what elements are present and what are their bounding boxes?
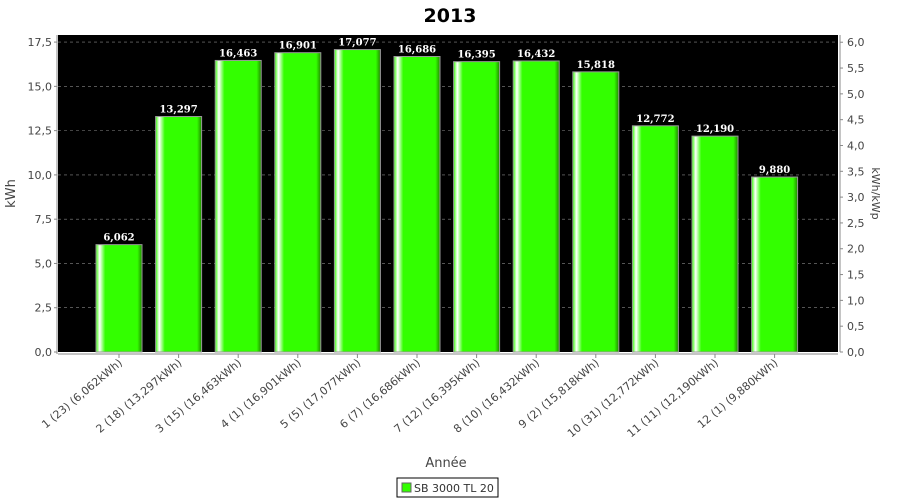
y2-tick-label: 4,5 (847, 114, 865, 127)
y-tick-label: 5,0 (35, 257, 53, 270)
bar (453, 61, 501, 353)
y2-tick-label: 5,5 (847, 62, 865, 75)
bar (751, 176, 799, 353)
data-label: 16,901 (279, 41, 317, 52)
data-label: 16,395 (457, 50, 495, 61)
y2-tick-label: 0,0 (847, 346, 865, 359)
y-tick-label: 15,0 (28, 80, 53, 93)
y2-tick-label: 6,0 (847, 36, 865, 49)
bar (393, 55, 441, 353)
y2-axis-label: kWh/kWp (869, 167, 882, 219)
bar (333, 49, 381, 353)
chart-title: 2013 (424, 5, 477, 27)
legend-swatch (401, 482, 412, 493)
y2-tick-label: 5,0 (847, 88, 865, 101)
data-label: 12,772 (636, 114, 674, 125)
y-tick-label: 2,5 (35, 302, 53, 315)
y-tick-label: 0,0 (35, 346, 53, 359)
bar (214, 59, 262, 353)
y2-tick-label: 2,0 (847, 243, 865, 256)
bar (155, 116, 203, 353)
bar (512, 60, 560, 353)
y2-tick-label: 0,5 (847, 320, 865, 333)
data-label: 16,686 (398, 44, 436, 55)
legend-label: SB 3000 TL 20 (414, 482, 494, 495)
data-label: 17,077 (338, 38, 376, 49)
data-label: 6,062 (103, 233, 134, 244)
bar (631, 125, 679, 353)
data-label: 16,463 (219, 48, 257, 59)
bar (572, 71, 620, 353)
data-label: 12,190 (696, 124, 734, 135)
y2-tick-label: 1,0 (847, 294, 865, 307)
data-label: 15,818 (577, 60, 615, 71)
y-tick-label: 10,0 (28, 169, 53, 182)
bar (95, 244, 143, 353)
data-label: 16,432 (517, 49, 555, 60)
y2-tick-label: 3,5 (847, 165, 865, 178)
bar (691, 135, 739, 353)
x-axis-label: Année (425, 456, 466, 471)
y2-tick-label: 3,0 (847, 191, 865, 204)
y-tick-label: 17,5 (28, 36, 53, 49)
y2-tick-label: 4,0 (847, 139, 865, 152)
y2-tick-label: 2,5 (847, 217, 865, 230)
data-label: 13,297 (159, 105, 197, 116)
y-tick-label: 12,5 (28, 125, 53, 138)
y2-tick-label: 1,5 (847, 269, 865, 282)
y-tick-label: 7,5 (35, 213, 53, 226)
bar (274, 52, 322, 353)
data-label: 9,880 (759, 165, 790, 176)
y-axis-label: kWh (4, 179, 19, 208)
legend (396, 477, 499, 498)
